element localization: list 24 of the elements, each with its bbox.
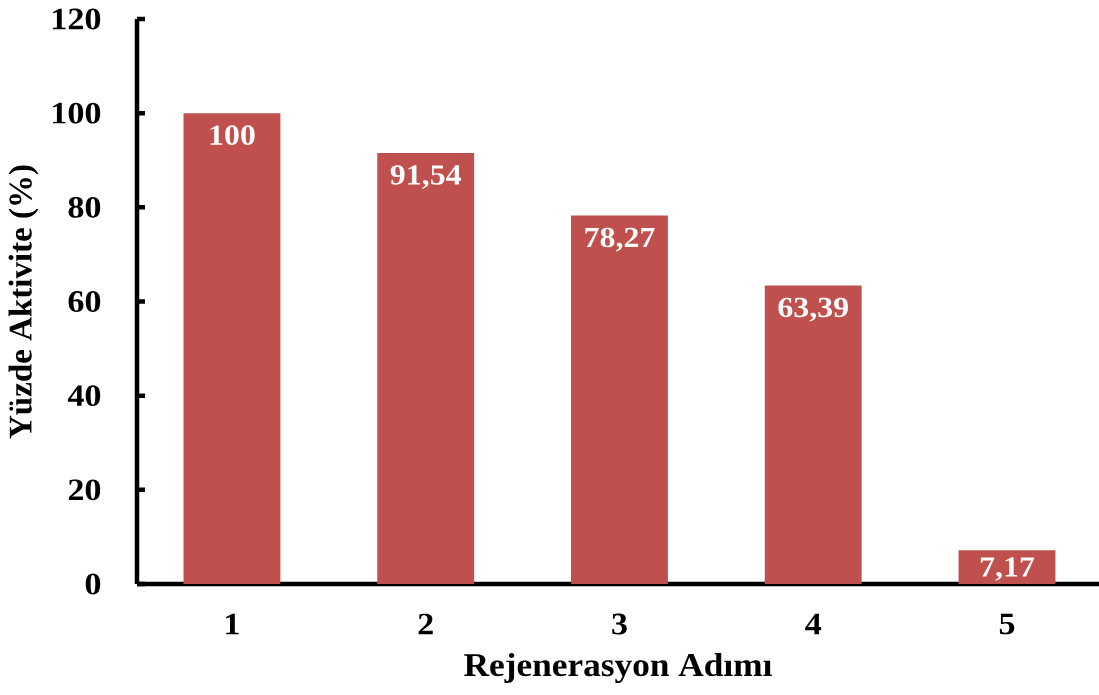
x-tick-label: 3 (612, 613, 627, 635)
bar (377, 153, 475, 584)
y-axis-title: Yüzde Aktivite (%) (8, 165, 39, 439)
y-tick-label: 60 (68, 291, 101, 312)
data-label: 91,54 (390, 165, 461, 189)
y-tick-label: 20 (68, 479, 101, 501)
bar (571, 215, 668, 584)
x-tick-label: 5 (999, 613, 1015, 635)
x-tick-label: 2 (418, 613, 433, 635)
y-tick-label: 40 (67, 385, 101, 407)
data-label: 7,17 (980, 557, 1035, 581)
x-axis-title: Rejenerasyon Adımı (464, 653, 772, 684)
x-tick-label: 4 (805, 613, 822, 635)
x-tick-label: 1 (226, 613, 239, 635)
bar (183, 113, 281, 584)
data-label: 100 (210, 125, 255, 145)
bar (958, 550, 1056, 584)
data-label: 63,39 (778, 297, 848, 322)
y-tick-label: 120 (53, 8, 101, 30)
y-tick-label: 0 (85, 573, 101, 595)
bar (764, 285, 862, 584)
y-tick-label: 100 (53, 102, 101, 124)
y-tick-label: 80 (68, 196, 101, 218)
data-label: 78,27 (585, 227, 655, 252)
